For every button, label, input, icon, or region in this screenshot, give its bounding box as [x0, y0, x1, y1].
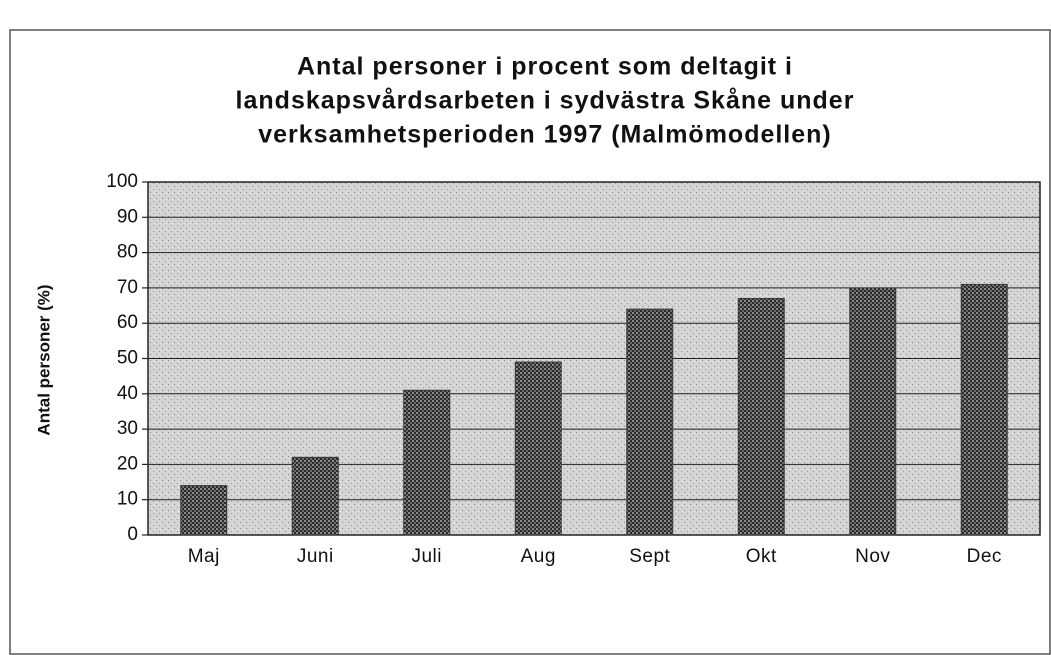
y-axis-label: Antal personer (%): [34, 284, 53, 435]
x-tick-label: Juni: [297, 546, 334, 567]
y-tick-label: 100: [106, 171, 138, 192]
bar: [180, 485, 228, 536]
y-tick-label: 60: [117, 312, 138, 333]
y-tick-label: 40: [117, 383, 138, 404]
y-tick-label: 30: [117, 418, 138, 439]
x-tick-label: Maj: [188, 546, 220, 567]
bar: [403, 389, 451, 536]
y-tick-label: 90: [117, 206, 138, 227]
y-tick-label: 20: [117, 453, 138, 474]
bar: [737, 297, 785, 536]
x-tick-label: Juli: [411, 546, 442, 567]
x-tick-label: Nov: [855, 546, 890, 567]
y-tick-label: 80: [117, 242, 138, 263]
x-tick-label: Aug: [521, 546, 556, 567]
x-tick-label: Dec: [967, 546, 1002, 567]
y-tick-label: 70: [117, 277, 138, 298]
x-tick-label: Sept: [629, 546, 670, 567]
bar: [960, 283, 1008, 536]
chart-title: verksamhetsperioden 1997 (Malmömodellen): [258, 121, 832, 149]
chart-title: Antal personer i procent som deltagit i: [297, 53, 793, 81]
x-tick-label: Okt: [746, 546, 777, 567]
bar: [291, 456, 339, 536]
bar: [849, 287, 897, 536]
y-tick-label: 50: [117, 348, 138, 369]
y-tick-label: 0: [127, 524, 138, 545]
bar: [626, 308, 674, 536]
bar: [514, 361, 562, 536]
frame: [9, 29, 1051, 655]
y-tick-label: 10: [117, 489, 138, 510]
chart-title: landskapsvårdsarbeten i sydvästra Skåne …: [236, 87, 855, 115]
